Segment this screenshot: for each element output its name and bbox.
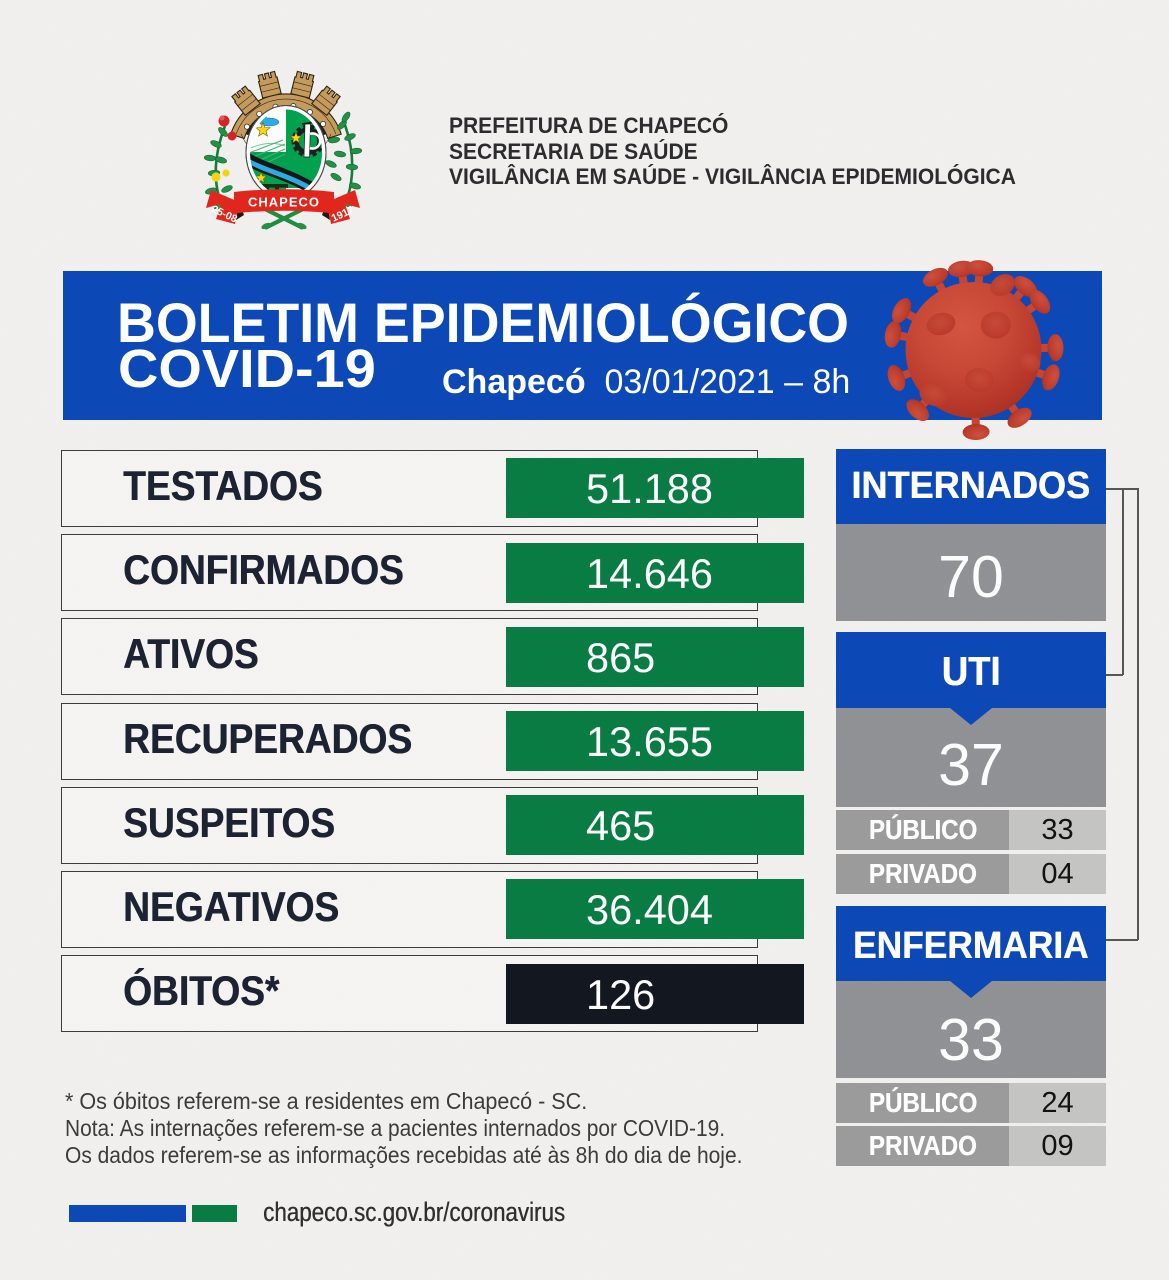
svg-text:CHAPECO: CHAPECO xyxy=(248,195,320,210)
